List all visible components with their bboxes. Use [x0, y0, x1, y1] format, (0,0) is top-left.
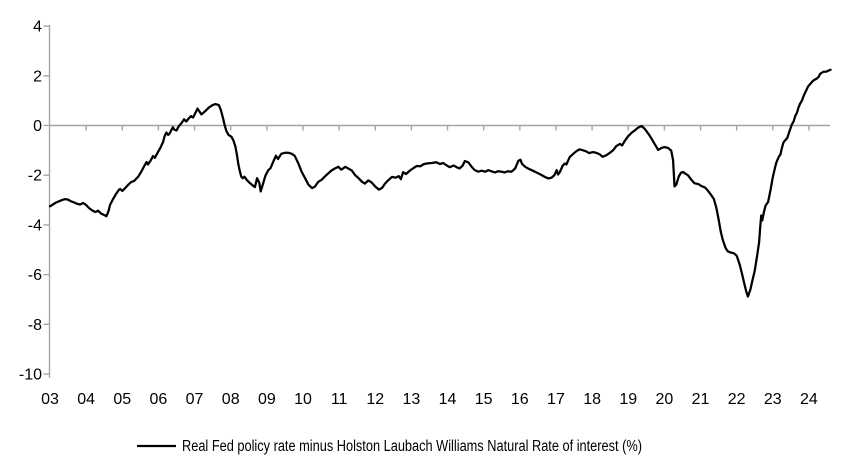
x-tick-label: 09	[258, 391, 276, 408]
x-tick-label: 15	[475, 391, 493, 408]
x-axis: 03 04 05 06 07 08 09 10 11 12 13 14 15 16 17 18 19 20 21 22…	[41, 391, 818, 408]
x-tick-label: 05	[113, 391, 131, 408]
x-tick-label: 17	[547, 391, 565, 408]
x-tick-label: 21	[692, 391, 710, 408]
x-tick-label: 22	[728, 391, 746, 408]
y-tick-label: -2	[28, 168, 42, 185]
y-tick-label: 4	[33, 19, 42, 36]
x-tick-label: 20	[655, 391, 673, 408]
x-tick-label: 13	[403, 391, 421, 408]
legend-label: Real Fed policy rate minus Holston Lauba…	[182, 438, 642, 455]
y-tick-label: 2	[33, 68, 42, 85]
x-tick-label: 18	[583, 391, 601, 408]
x-tick-label: 06	[150, 391, 168, 408]
x-tick-label: 11	[331, 391, 348, 408]
x-tick-label: 16	[511, 391, 529, 408]
y-axis: 4 2 0 -2 -4 -6 -8 -10	[19, 19, 51, 384]
x-tick-label: 04	[77, 391, 95, 408]
zero-gridline	[49, 124, 830, 131]
x-tick-label: 10	[294, 391, 312, 408]
x-tick-label: 23	[764, 391, 782, 408]
x-tick-label: 07	[186, 391, 204, 408]
series-path	[48, 68, 832, 298]
legend: Real Fed policy rate minus Holston Lauba…	[137, 438, 642, 455]
x-tick-label: 24	[800, 391, 818, 408]
x-tick-label: 19	[619, 391, 637, 408]
y-tick-label: 0	[33, 118, 42, 135]
y-tick-label: -4	[28, 217, 42, 234]
x-tick-label: 14	[439, 391, 457, 408]
x-tick-label: 12	[366, 391, 384, 408]
x-tick-label: 03	[41, 391, 59, 408]
y-tick-label: -6	[28, 267, 42, 284]
series-line	[48, 68, 832, 298]
y-tick-label: -8	[28, 317, 42, 334]
x-tick-label: 08	[222, 391, 240, 408]
y-tick-label: -10	[19, 367, 42, 384]
